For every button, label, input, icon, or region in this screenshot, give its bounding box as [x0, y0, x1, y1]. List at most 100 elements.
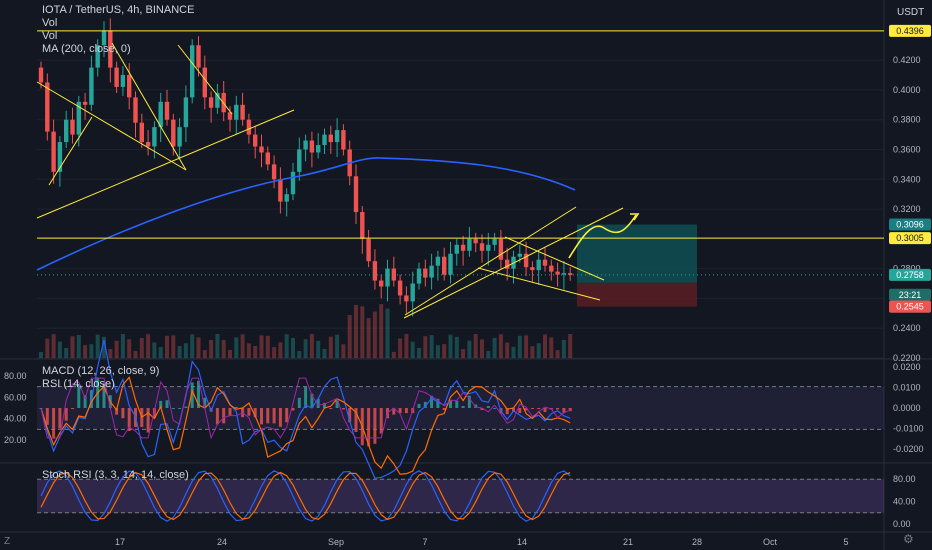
candle-body — [108, 30, 113, 68]
candle-body — [152, 127, 157, 147]
candle-body — [505, 259, 510, 269]
price-tick-label: 0.2800 — [893, 264, 921, 274]
macd-histogram-bar — [486, 405, 490, 408]
candle-body — [423, 268, 428, 278]
candle-body — [234, 104, 239, 120]
volume-bar — [385, 308, 390, 358]
macd-tick-label: 0.0000 — [893, 403, 921, 413]
candle-body — [290, 171, 296, 195]
macd-histogram-bar — [77, 383, 81, 408]
candle-body — [284, 194, 289, 202]
volume-bar — [536, 343, 541, 358]
macd-histogram-bar — [247, 408, 251, 416]
macd-histogram-bar — [530, 408, 534, 409]
candle-body — [297, 149, 302, 172]
macd-histogram-bar — [121, 408, 125, 419]
volume-bar — [171, 335, 176, 358]
macd-histogram-bar — [543, 408, 547, 413]
candle-body — [442, 256, 447, 275]
macd-histogram-bar — [222, 408, 226, 424]
candle-body — [164, 101, 170, 120]
volume-indicator-label[interactable]: Vol — [42, 17, 58, 29]
candle-body — [429, 265, 434, 278]
macd-histogram-bar — [404, 408, 408, 414]
price-badge-text: 0.3005 — [896, 233, 924, 243]
macd-histogram-bar — [285, 408, 289, 423]
volume-bar — [429, 335, 434, 358]
volume-bar — [435, 345, 440, 358]
candle-body — [171, 119, 176, 147]
candle-body — [410, 283, 415, 302]
settings-gear-icon[interactable]: ⚙ — [903, 532, 914, 546]
price-tick-label: 0.3400 — [893, 174, 921, 184]
candle-body — [246, 119, 252, 135]
macd-histogram-bar — [127, 408, 131, 432]
macd-histogram-bar — [45, 408, 49, 425]
trendline-drawing — [177, 44, 233, 115]
macd-tick-label: -0.0200 — [893, 444, 924, 454]
candle-body — [259, 146, 264, 153]
volume-bar — [95, 334, 100, 358]
volume-bar — [102, 336, 106, 358]
stoch-k-line — [40, 470, 571, 522]
candle-body — [120, 75, 126, 87]
trendline-drawing — [504, 236, 605, 281]
volume-bar — [404, 334, 409, 358]
volume-bar — [139, 337, 144, 358]
volume-indicator-label[interactable]: Vol — [42, 30, 58, 42]
macd-histogram-bar — [568, 408, 572, 412]
macd-legend[interactable]: MACD (12, 26, close, 9) — [42, 365, 160, 377]
macd-histogram-bar — [184, 406, 188, 408]
volume-bar — [64, 347, 69, 358]
candle-body — [549, 265, 554, 272]
candle-body — [542, 259, 548, 266]
volume-bar — [309, 334, 314, 358]
currency-label[interactable]: USDT — [897, 7, 925, 18]
symbol-title[interactable]: IOTA / TetherUS, 4h, BINANCE — [42, 4, 195, 16]
rsi-legend[interactable]: RSI (14, close) — [42, 378, 115, 390]
price-badge — [889, 218, 931, 231]
stoch-rsi-legend[interactable]: Stoch RSI (3, 3, 14, 14, close) — [42, 469, 189, 481]
volume-bar — [543, 334, 547, 358]
candle-body — [127, 75, 132, 98]
date-tick-label: 24 — [217, 537, 227, 547]
trendline-drawing — [403, 207, 624, 319]
volume-bar — [57, 341, 62, 358]
date-tick-label: 21 — [623, 537, 633, 547]
price-tick-label: 0.4200 — [893, 55, 921, 65]
price-badge-text: 23:21 — [899, 290, 922, 300]
stoch-tick-label: 40.00 — [893, 497, 916, 507]
macd-histogram-bar — [102, 383, 106, 408]
candle-body — [360, 212, 365, 239]
volume-bar — [83, 345, 88, 358]
rsi-band — [37, 386, 884, 430]
candle-body — [51, 131, 56, 172]
rsi-tick-label: 60.00 — [4, 392, 27, 402]
candle-body — [190, 45, 195, 98]
target-zone — [577, 224, 697, 283]
macd-histogram-bar — [423, 401, 427, 408]
macd-histogram-bar — [297, 397, 301, 408]
macd-histogram-bar — [115, 408, 119, 415]
stoch-tick-label: 80.00 — [893, 474, 916, 484]
timezone-button[interactable]: Z — [4, 536, 11, 547]
candle-body — [227, 112, 233, 120]
volume-bar — [322, 348, 327, 358]
ma-indicator-label[interactable]: MA (200, close, 0) — [42, 43, 131, 55]
price-tick-label: 0.2400 — [893, 323, 921, 333]
candle-body — [208, 97, 214, 108]
date-tick-label: Sep — [328, 537, 344, 547]
candle-body — [492, 238, 497, 245]
candle-body — [568, 273, 573, 275]
macd-histogram-bar — [373, 408, 377, 444]
macd-histogram-bar — [310, 393, 314, 408]
volume-bar — [228, 349, 232, 358]
macd-histogram-bar — [52, 408, 56, 439]
volume-bar — [391, 351, 396, 358]
macd-histogram-bar — [562, 408, 566, 413]
macd-histogram-bar — [304, 387, 308, 408]
price-badge — [889, 232, 931, 245]
macd-histogram-bar — [398, 408, 402, 414]
price-tick-label: 0.3800 — [893, 115, 921, 125]
